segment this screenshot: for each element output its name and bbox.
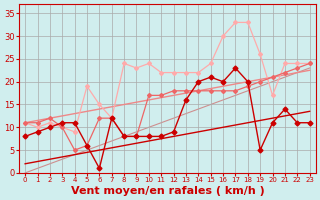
X-axis label: Vent moyen/en rafales ( km/h ): Vent moyen/en rafales ( km/h ) <box>70 186 264 196</box>
